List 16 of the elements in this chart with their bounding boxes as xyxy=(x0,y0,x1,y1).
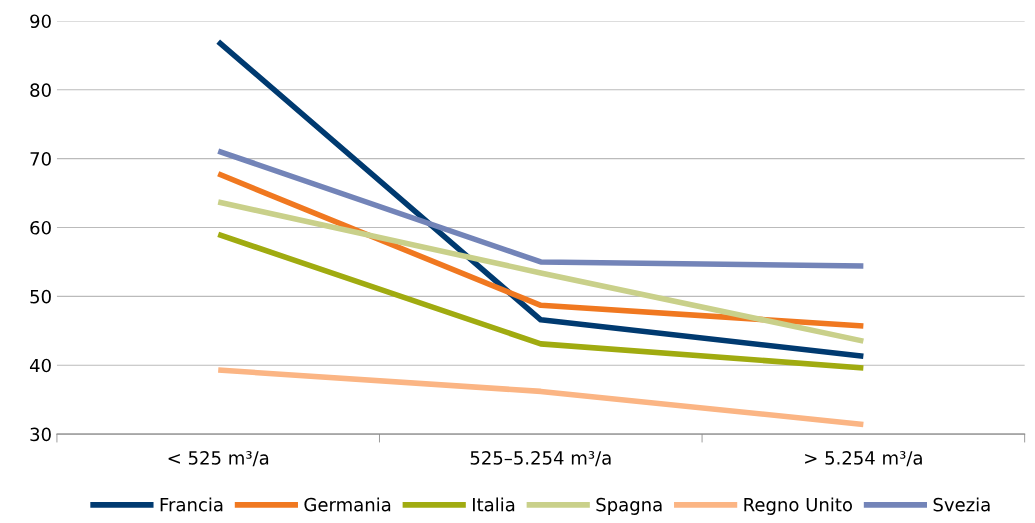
x-tick-label: 525–5.254 m³/a xyxy=(470,451,611,467)
y-tick-label: 90 xyxy=(30,14,51,29)
y-tick-label: 70 xyxy=(30,152,51,166)
legend-label: Germania xyxy=(304,497,391,512)
legend-label: Francia xyxy=(160,497,223,512)
y-tick-label: 50 xyxy=(30,289,51,304)
y-tick-label: 80 xyxy=(30,83,51,97)
x-tick-label: < 525 m³/a xyxy=(168,451,269,467)
legend-label: Italia xyxy=(473,497,515,512)
legend-label: Spagna xyxy=(596,497,662,515)
y-tick-label: 30 xyxy=(30,427,51,442)
legend-label: Svezia xyxy=(933,497,990,512)
legend-label: Regno Unito xyxy=(744,497,852,515)
x-tick-label: > 5.254 m³/a xyxy=(805,451,922,467)
y-tick-label: 40 xyxy=(29,358,51,373)
y-tick-label: 60 xyxy=(30,220,51,235)
